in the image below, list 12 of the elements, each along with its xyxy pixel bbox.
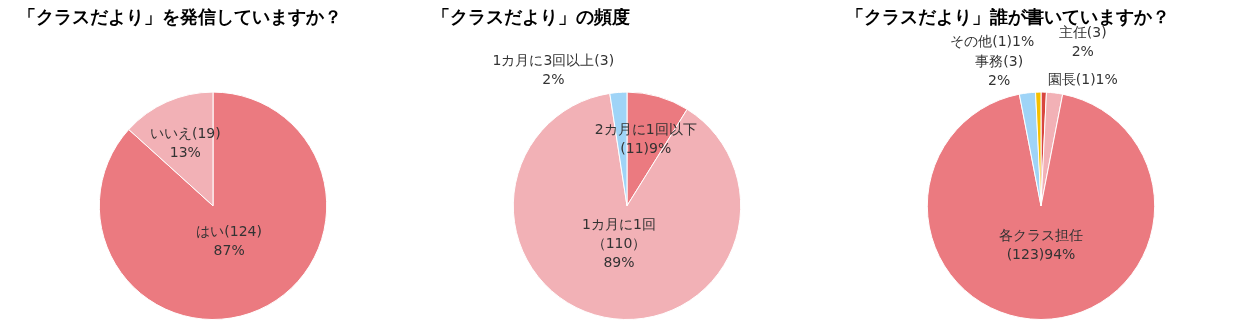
- data-label: (123)94%: [1006, 245, 1076, 262]
- slice-label: その他(1)1%: [950, 33, 1035, 49]
- slice-label: 1カ月に1回: [582, 216, 656, 233]
- slice-label: いいえ(19) 13%: [149, 124, 221, 160]
- chart-title: 「クラスだより」の頻度: [432, 6, 630, 28]
- data-label: （110） 89%: [591, 235, 647, 271]
- chart-title: 「クラスだより」を発信していますか？: [18, 6, 342, 28]
- slice-label: 園長(1)1%: [1047, 71, 1118, 87]
- slice-label: 事務(3) 2%: [975, 52, 1024, 88]
- slice-label: 1カ月に3回以上(3) 2%: [492, 52, 615, 88]
- slice-label: 各クラス担任: [999, 226, 1083, 243]
- slice-label: はい(124) 87%: [196, 223, 262, 259]
